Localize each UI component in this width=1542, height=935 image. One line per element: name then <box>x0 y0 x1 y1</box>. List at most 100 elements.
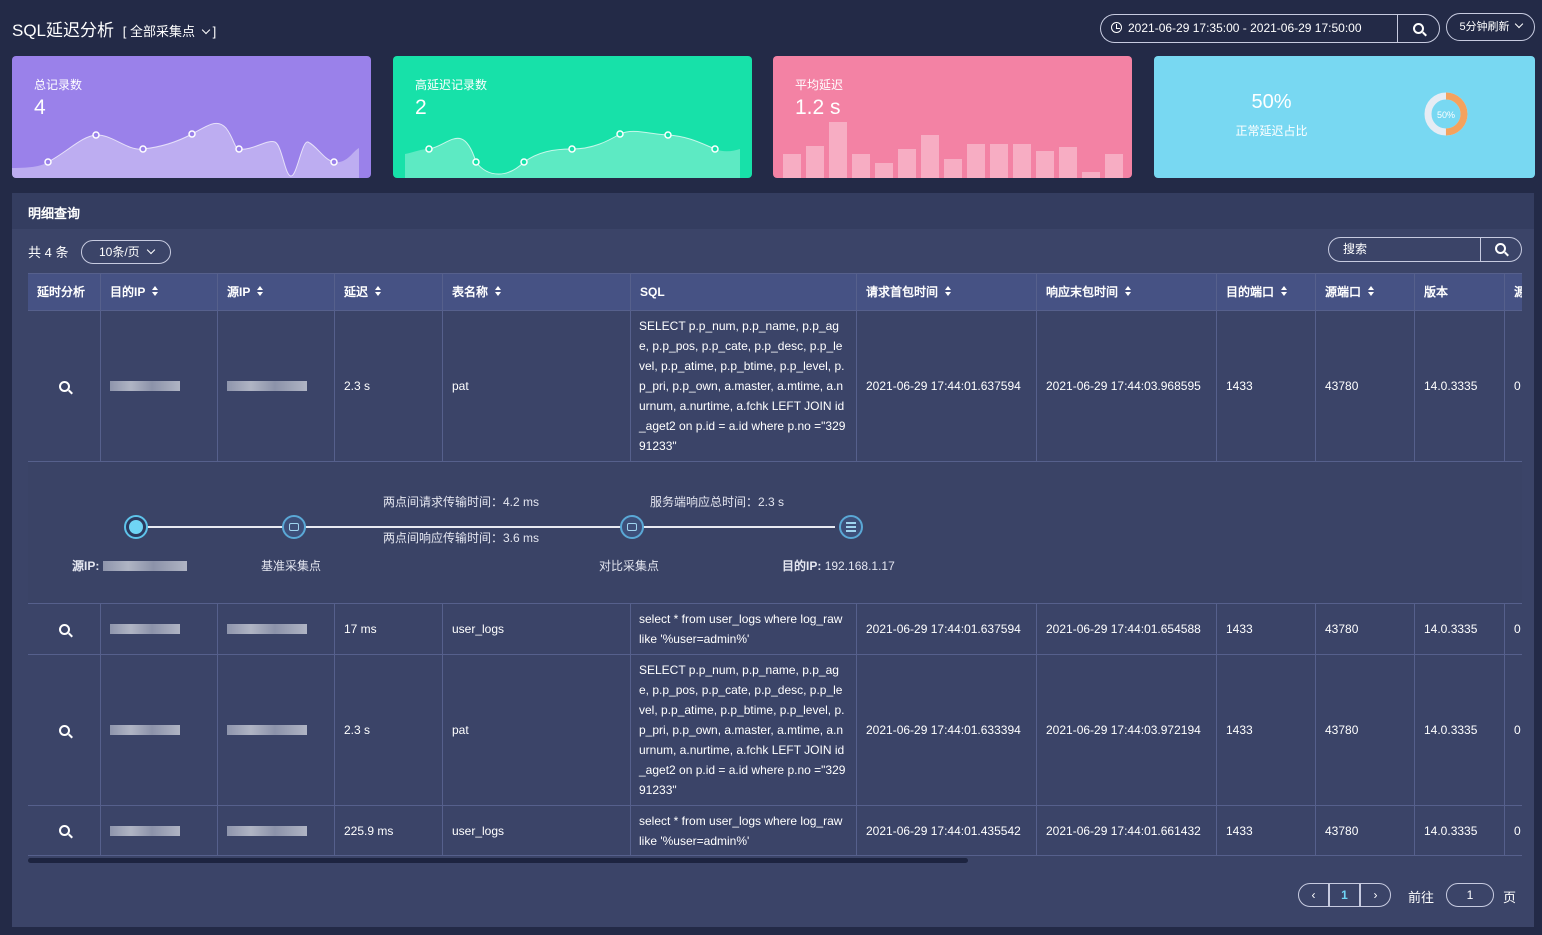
table-row[interactable]: 2.3 s pat SELECT p.p_num, p.p_name, p.p_… <box>28 310 1522 461</box>
prev-page-button[interactable]: ‹ <box>1298 883 1329 907</box>
col-delay[interactable]: 延迟 <box>334 274 442 311</box>
col-version: 版本 <box>1414 274 1504 311</box>
base-collector-label: 基准采集点 <box>261 559 322 573</box>
delay-cell: 2.3 s <box>334 311 442 461</box>
redacted-ip <box>110 381 180 391</box>
page-size-select[interactable]: 10条/页 <box>81 240 171 264</box>
src-port-cell: 43780 <box>1315 311 1414 461</box>
col-table-name[interactable]: 表名称 <box>442 274 630 311</box>
zoom-in-icon[interactable] <box>58 724 70 736</box>
extra-cell: 0 <box>1504 311 1522 461</box>
normal-ratio-card: 50% 正常延迟占比 50% <box>1154 56 1535 178</box>
version-cell: 14.0.3335 <box>1414 655 1504 805</box>
src-ip-label: 源IP: <box>72 557 187 574</box>
table-row[interactable]: 17 ms user_logs select * from user_logs … <box>28 603 1522 654</box>
total-count: 共 4 条 <box>28 245 69 260</box>
time-range-picker[interactable]: 2021-06-29 17:35:00 - 2021-06-29 17:50:0… <box>1100 14 1397 43</box>
search-icon <box>1413 23 1424 34</box>
sparkline-chart <box>405 130 740 178</box>
src-ip-cell <box>217 604 334 654</box>
analysis-cell[interactable] <box>28 655 100 805</box>
sort-icon <box>495 286 502 297</box>
analysis-cell[interactable] <box>28 311 100 461</box>
dst-ip-cell <box>100 806 217 855</box>
sort-icon <box>945 286 952 297</box>
horizontal-scrollbar[interactable] <box>28 858 968 863</box>
sort-icon <box>1125 286 1132 297</box>
redacted-ip <box>227 381 307 391</box>
src-ip-cell <box>217 655 334 805</box>
col-dst-ip[interactable]: 目的IP <box>100 274 217 311</box>
sql-cell: SELECT p.p_num, p.p_name, p.p_age, p.p_p… <box>630 655 856 805</box>
table-name-cell: pat <box>442 311 630 461</box>
server-resp-time: 服务端响应总时间：2.3 s <box>650 495 785 509</box>
chevron-down-icon <box>146 245 155 255</box>
analysis-cell[interactable] <box>28 604 100 654</box>
search-icon[interactable] <box>1495 243 1506 254</box>
zoom-in-icon[interactable] <box>58 825 70 836</box>
col-src-port[interactable]: 源端口 <box>1315 274 1414 311</box>
col-resp-time[interactable]: 响应末包时间 <box>1036 274 1216 311</box>
base-collector-icon <box>282 515 306 539</box>
sort-icon <box>375 286 382 297</box>
resp-time-cell: 2021-06-29 17:44:03.968595 <box>1036 311 1216 461</box>
table-name-cell: user_logs <box>442 806 630 855</box>
path-line <box>135 526 835 528</box>
resp-time-cell: 2021-06-29 17:44:01.654588 <box>1036 604 1216 654</box>
refresh-select[interactable]: 5分钟刷新 <box>1446 13 1535 41</box>
zoom-in-icon[interactable] <box>58 623 70 635</box>
req-transfer-time: 两点间请求传输时间：4.2 ms <box>383 495 540 509</box>
panel-title: 明细查询 <box>12 193 1534 229</box>
analysis-cell[interactable] <box>28 806 100 855</box>
table-row[interactable]: 2.3 s pat SELECT p.p_num, p.p_name, p.p_… <box>28 654 1522 805</box>
table-name-cell: pat <box>442 655 630 805</box>
src-ip-cell <box>217 806 334 855</box>
dst-port-cell: 1433 <box>1216 311 1315 461</box>
redacted-ip <box>110 725 180 735</box>
col-sql: SQL <box>630 274 856 311</box>
zoom-in-icon[interactable] <box>58 380 70 392</box>
redacted-ip <box>110 624 180 634</box>
src-port-cell: 43780 <box>1315 604 1414 654</box>
col-dst-port[interactable]: 目的端口 <box>1216 274 1315 311</box>
table-search-input[interactable]: 搜索 <box>1328 237 1522 262</box>
dst-ip-label: 目的IP: 192.168.1.17 <box>782 559 895 573</box>
page-title: SQL延迟分析 [ 全部采集点 ] <box>12 21 217 40</box>
table-row[interactable]: 225.9 ms user_logs select * from user_lo… <box>28 805 1522 856</box>
redacted-ip <box>110 825 180 836</box>
delay-path-detail: 两点间请求传输时间：4.2 ms 两点间响应传输时间：3.6 ms 服务端响应总… <box>28 461 1522 603</box>
sql-cell: SELECT p.p_num, p.p_name, p.p_age, p.p_p… <box>630 311 856 461</box>
chevron-down-icon <box>201 25 211 35</box>
ratio-label: 正常延迟占比 <box>1235 124 1308 138</box>
next-page-button[interactable]: › <box>1360 883 1391 907</box>
col-extra: 源 <box>1504 274 1522 311</box>
top-bar: SQL延迟分析 [ 全部采集点 ] 2021-06-29 17:35:00 - … <box>0 0 1542 52</box>
extra-cell: 0 <box>1504 604 1522 654</box>
detail-query-panel: 明细查询 共 4 条 10条/页 搜索 延时分析 目的IP 源IP 延迟 表名称… <box>12 193 1534 927</box>
dst-server-icon <box>839 515 863 539</box>
dst-port-cell: 1433 <box>1216 655 1315 805</box>
page-number[interactable]: 1 <box>1329 883 1360 907</box>
src-ip-cell <box>217 311 334 461</box>
redacted-ip <box>227 624 307 634</box>
sql-cell: select * from user_logs where log_raw li… <box>630 604 856 654</box>
sparkline-chart <box>12 122 359 178</box>
sort-icon <box>257 286 264 297</box>
card-label: 高延迟记录数 <box>415 78 488 92</box>
card-value: 1.2 s <box>795 96 841 119</box>
time-search-button[interactable] <box>1397 14 1440 43</box>
high-delay-records-card: 高延迟记录数 2 <box>393 56 752 178</box>
card-label: 总记录数 <box>34 78 83 92</box>
sort-icon <box>1281 286 1288 297</box>
src-port-cell: 43780 <box>1315 806 1414 855</box>
col-src-ip[interactable]: 源IP <box>217 274 334 311</box>
col-req-time[interactable]: 请求首包时间 <box>856 274 1036 311</box>
goto-page-input[interactable]: 1 <box>1446 883 1494 907</box>
total-records-card: 总记录数 4 <box>12 56 371 178</box>
collector-select[interactable]: [ 全部采集点 ] <box>122 24 217 39</box>
req-time-cell: 2021-06-29 17:44:01.637594 <box>856 604 1036 654</box>
src-node-icon <box>124 515 148 539</box>
dst-port-cell: 1433 <box>1216 604 1315 654</box>
page-suffix: 页 <box>1503 890 1517 905</box>
donut-label: 50% <box>1437 110 1455 120</box>
